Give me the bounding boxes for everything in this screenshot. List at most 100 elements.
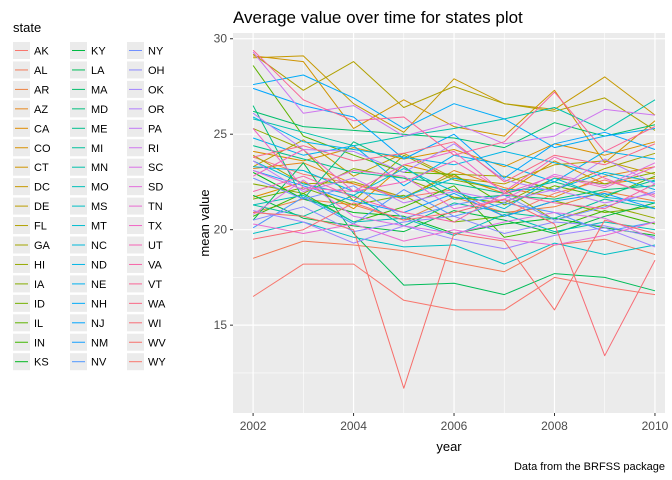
legend-item-wy: WY [127, 353, 166, 371]
series-line-co [253, 141, 656, 168]
legend-label: OK [148, 84, 165, 96]
series-line-mn [252, 99, 656, 147]
legend-label: TX [148, 221, 163, 233]
x-tick-label: 2008 [541, 419, 568, 433]
series-line-ny [252, 177, 656, 221]
series-line-vt [252, 49, 656, 156]
legend-item-nm: NM [70, 333, 108, 351]
legend-item-ct: CT [13, 158, 49, 176]
legend-item-ms: MS [70, 197, 108, 215]
legend-item-nc: NC [70, 236, 107, 254]
series-line-wa [252, 141, 656, 183]
legend-item-il: IL [13, 314, 43, 332]
legend-label: RI [148, 143, 159, 155]
legend-label: NE [91, 279, 106, 291]
series-line-az [253, 162, 656, 200]
series-line-nd [252, 116, 656, 191]
legend-label: VA [148, 259, 163, 271]
legend-label: MD [91, 104, 108, 116]
legend-item-ak: AK [13, 42, 49, 59]
legend-label: WA [148, 298, 166, 310]
series-line-la [252, 162, 656, 296]
legend-label: NC [91, 240, 107, 252]
legend-label: MA [91, 84, 108, 96]
legend-label: MS [91, 201, 108, 213]
y-tick-label: 25 [214, 127, 228, 141]
legend-item-hi: HI [13, 255, 45, 273]
legend-item-md: MD [70, 100, 108, 118]
x-tick-label: 2010 [642, 419, 669, 433]
legend-item-mt: MT [70, 217, 107, 235]
x-tick-label: 2006 [441, 419, 468, 433]
legend-label: CT [34, 162, 49, 174]
legend-label: OH [148, 65, 165, 77]
legend-label: ID [34, 298, 45, 310]
legend-label: UT [148, 240, 163, 252]
legend-label: IN [34, 337, 45, 349]
legend: state AK AL AR AZ CA CO CT DC DE FL GA HI IA ID IL IN KS… [13, 20, 166, 371]
y-axis-title: mean value [197, 189, 212, 256]
legend-label: DC [34, 182, 50, 194]
series-line-ri [252, 51, 656, 145]
legend-item-oh: OH [127, 61, 165, 79]
legend-label: OR [148, 104, 165, 116]
legend-label: KS [34, 357, 49, 369]
y-tick-label: 15 [214, 318, 228, 332]
legend-label: KY [91, 46, 106, 58]
series-line-wy [252, 263, 656, 311]
legend-item-wa: WA [127, 294, 166, 312]
legend-item-mn: MN [70, 158, 108, 176]
series-line-fl [252, 53, 656, 131]
series-line-ut [252, 149, 656, 198]
series-lines [252, 49, 656, 389]
x-tick-label: 2004 [340, 419, 367, 433]
series-line-or [252, 112, 656, 192]
series-line-oh [252, 206, 656, 238]
legend-label: VT [148, 279, 162, 291]
series-line-nj [252, 87, 656, 179]
legend-label: NM [91, 337, 108, 349]
chart-caption: Data from the BRFSS package [514, 461, 665, 473]
legend-item-tn: TN [127, 197, 163, 215]
legend-label: NY [148, 46, 164, 58]
legend-item-nh: NH [70, 294, 107, 312]
legend-item-vt: VT [127, 275, 162, 293]
legend-label: DE [34, 201, 49, 213]
legend-item-wv: WV [127, 333, 166, 351]
x-axis-title: year [436, 439, 462, 454]
legend-label: FL [34, 221, 47, 233]
series-line-va [252, 175, 656, 223]
legend-item-ga: GA [13, 236, 51, 254]
legend-label: WI [148, 318, 161, 330]
legend-label: PA [148, 123, 163, 135]
legend-label: ME [91, 123, 108, 135]
legend-item-ne: NE [70, 275, 106, 293]
legend-item-ks: KS [13, 353, 49, 371]
series-line-hi [252, 128, 656, 221]
legend-label: CA [34, 123, 50, 135]
legend-item-sc: SC [127, 158, 163, 176]
series-line-md [252, 105, 656, 200]
series-line-nm [252, 170, 656, 217]
legend-label: IL [34, 318, 43, 330]
legend-item-sd: SD [127, 178, 163, 196]
legend-item-ca: CA [13, 119, 50, 137]
series-line-il [252, 65, 656, 206]
legend-label: AL [34, 65, 47, 77]
legend-item-nj: NJ [70, 314, 104, 332]
legend-item-or: OR [127, 100, 165, 118]
legend-item-nv: NV [70, 353, 107, 371]
gridlines [233, 33, 665, 413]
legend-label: HI [34, 259, 45, 271]
legend-label: WV [148, 337, 166, 349]
legend-item-dc: DC [13, 178, 50, 196]
chart-title: Average value over time for states plot [233, 8, 523, 27]
series-line-tn [253, 221, 656, 246]
legend-label: MI [91, 143, 103, 155]
legend-label: SD [148, 182, 163, 194]
legend-item-al: AL [13, 61, 47, 79]
x-tick-label: 2002 [240, 419, 267, 433]
legend-item-in: IN [13, 333, 45, 351]
legend-item-wi: WI [127, 314, 161, 332]
